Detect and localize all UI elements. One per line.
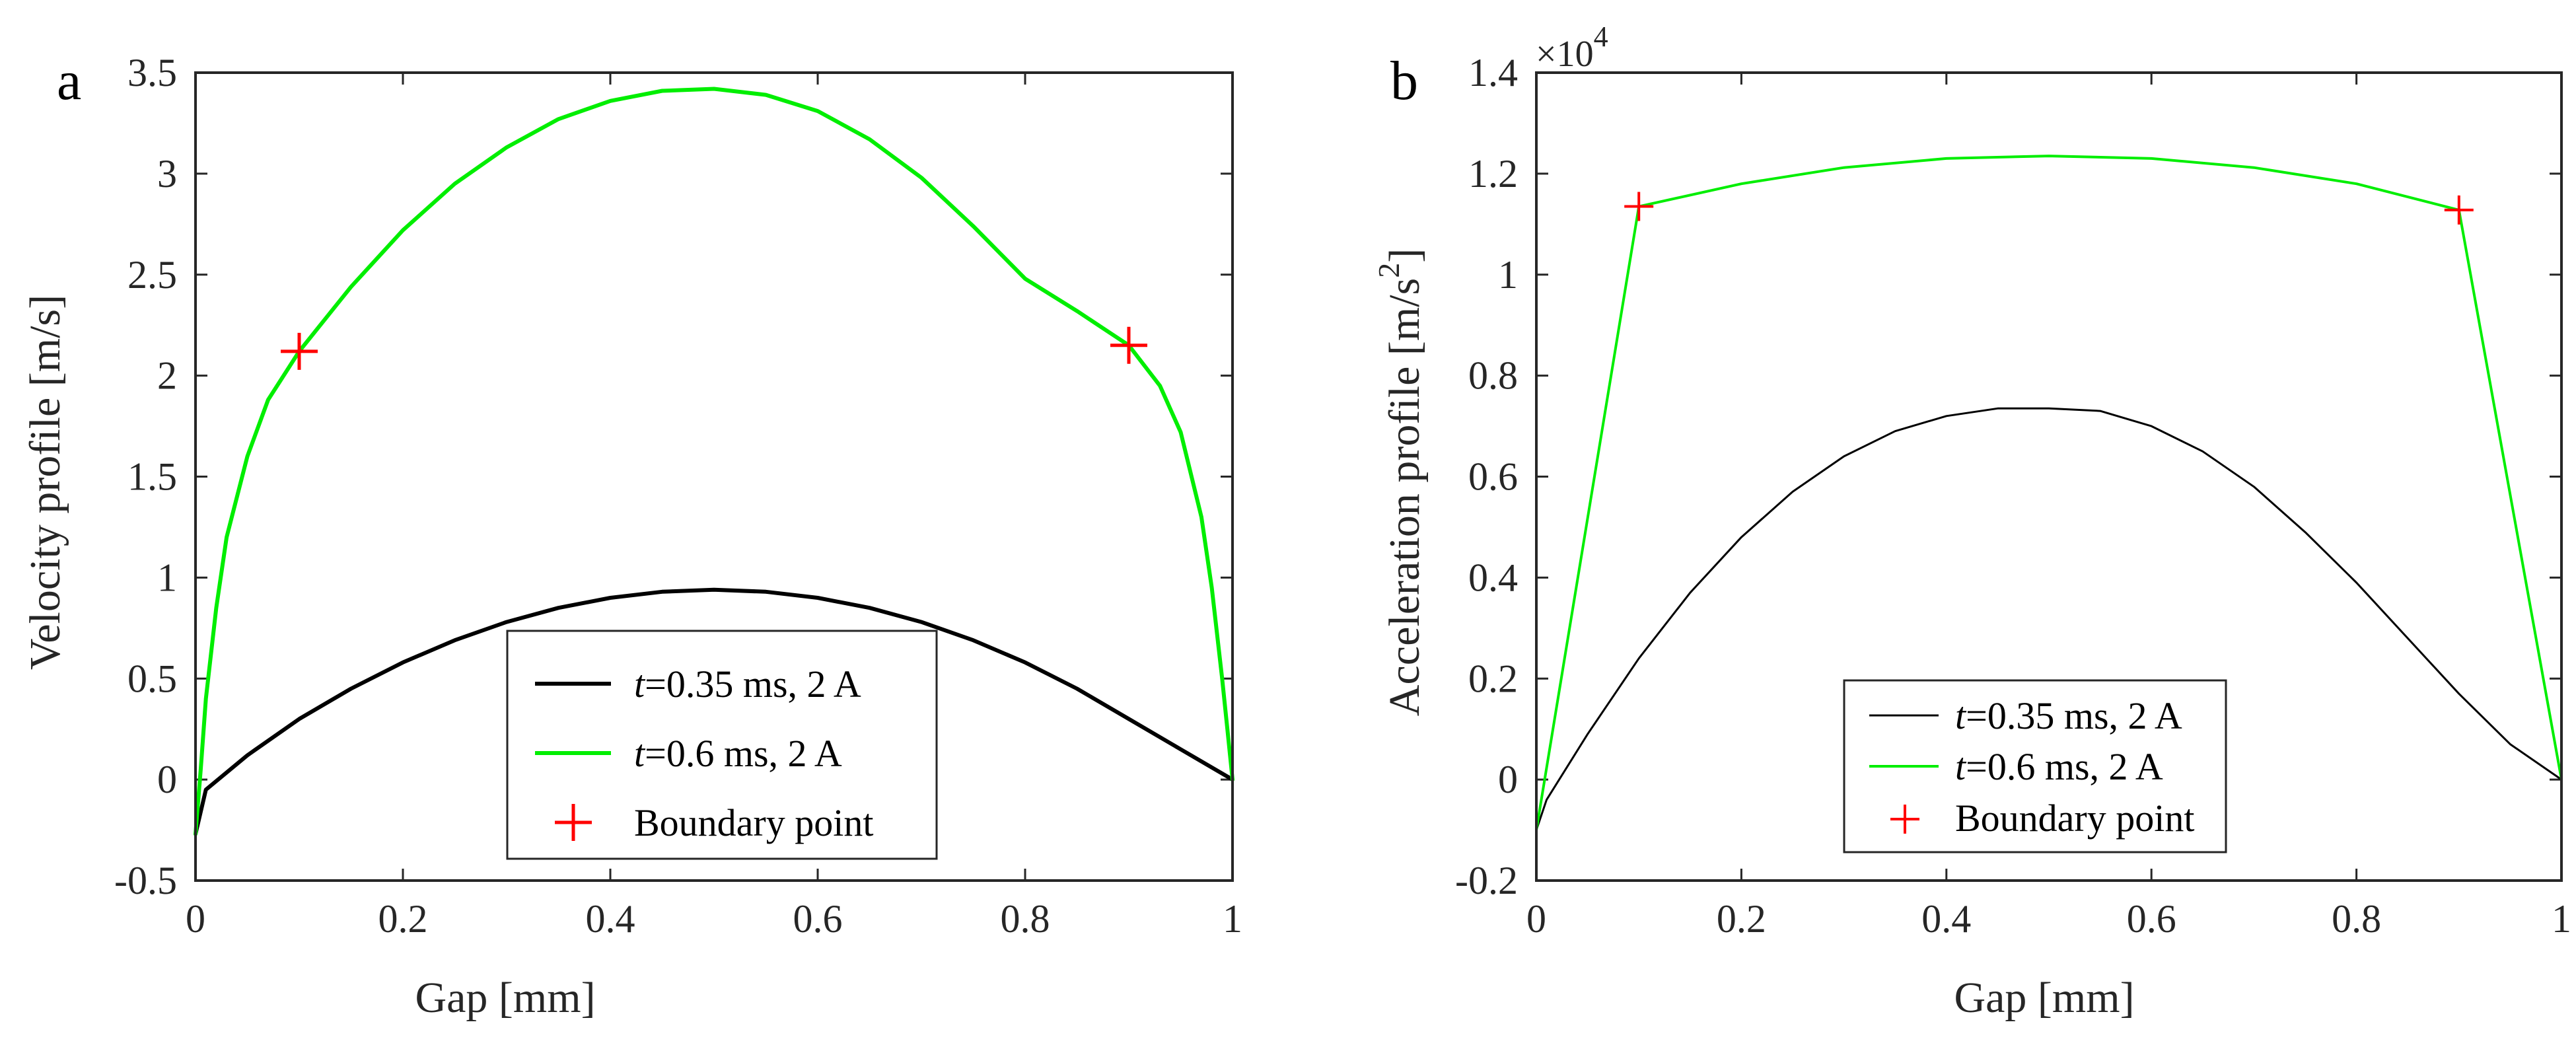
panel-a-y-tick-label: 1.5 xyxy=(127,455,177,499)
panel-a: a -0.500.511.522.533.5 0 0.2 0.4 0.6 0.8 1 Ga… xyxy=(21,50,1242,1022)
panel-b-legend: t=0.35 ms, 2 A t=0.6 ms, 2 A Boundary po… xyxy=(1843,679,2227,853)
panel-b-series-line-black xyxy=(1535,407,2563,832)
panel-a-x-tick-label: 0 xyxy=(186,897,205,941)
panel-a-label: a xyxy=(57,50,81,112)
panel-b-legend-entry-1-rest: =0.35 ms, 2 A xyxy=(1966,694,2182,737)
panel-a-x-tick-label: 0.4 xyxy=(586,897,635,941)
panel-b-x-axis-label: Gap [mm] xyxy=(1954,974,2134,1022)
panel-a-legend: t=0.35 ms, 2 A t=0.6 ms, 2 A Boundary po… xyxy=(506,630,938,860)
panel-a-y-tick-label: 2 xyxy=(157,354,177,398)
panel-b-y-tick-label: 1 xyxy=(1498,253,1518,297)
panel-b-axis-exponent: ×104 xyxy=(1536,20,1608,75)
panel-a-x-tick-label: 1 xyxy=(1223,897,1242,941)
panel-b: b ×104 -0.200.20.40.60.811.21.4 0 0.2 0.4 0… xyxy=(1372,20,2571,1022)
panel-a-y-tick-label: 3 xyxy=(157,152,177,196)
panel-a-y-tick-label: 3.5 xyxy=(127,51,177,94)
panel-b-y-tick-label: 0 xyxy=(1498,758,1518,801)
panel-b-legend-entry-1-italic: t xyxy=(1955,694,1967,737)
panel-b-x-tick-label: 1 xyxy=(2552,897,2571,941)
panel-b-y-tick-label: -0.2 xyxy=(1455,859,1518,902)
panel-b-series xyxy=(1535,155,2563,832)
panel-b-x-axis: 0 0.2 0.4 0.6 0.8 1 xyxy=(1526,73,2571,941)
panel-a-series-line-black xyxy=(194,587,1234,836)
panel-a-x-axis: 0 0.2 0.4 0.6 0.8 1 xyxy=(186,73,1242,941)
panel-a-plot-frame xyxy=(194,71,1234,882)
panel-b-x-tick-label: 0.4 xyxy=(1921,897,1971,941)
panel-a-legend-entry-2: t=0.6 ms, 2 A xyxy=(634,732,842,775)
panel-b-legend-entry-3: Boundary point xyxy=(1955,797,2194,840)
panel-a-y-tick-label: -0.5 xyxy=(114,859,177,902)
panel-b-y-tick-label: 1.2 xyxy=(1468,152,1518,196)
panel-a-x-tick-label: 0.6 xyxy=(793,897,843,941)
panel-b-y-axis: -0.2 0 0.2 0.4 0.6 0.8 1 1.2 1.4 xyxy=(1455,51,2561,902)
panel-a-series xyxy=(194,87,1234,836)
panel-b-legend-entry-2: t=0.6 ms, 2 A xyxy=(1955,745,2163,788)
panel-b-y-axis-label-sup: 2 xyxy=(1372,263,1406,278)
panel-a-markers xyxy=(281,326,1147,370)
panel-b-exponent-power: 4 xyxy=(1594,20,1608,53)
panel-a-legend-entry-1-italic: t xyxy=(634,663,646,705)
panel-a-y-tick-label: 1 xyxy=(157,556,177,599)
panel-b-y-tick-label: 0.6 xyxy=(1468,455,1518,499)
panel-b-legend-entry-1: t=0.35 ms, 2 A xyxy=(1955,694,2182,737)
panel-b-y-axis-label-main: Acceleration profile [m/s xyxy=(1380,278,1429,716)
panel-b-x-tick-label: 0 xyxy=(1526,897,1546,941)
panel-a-legend-swatch-marker xyxy=(555,804,592,841)
panel-b-boundary-marker xyxy=(2444,195,2474,225)
panel-b-legend-entry-2-rest: =0.6 ms, 2 A xyxy=(1966,745,2163,788)
panel-a-y-tick-label: 0.5 xyxy=(127,657,177,700)
panel-b-x-tick-label: 0.2 xyxy=(1717,897,1766,941)
panel-b-y-tick-label: 1.4 xyxy=(1468,51,1518,94)
panel-a-boundary-marker xyxy=(1110,326,1147,364)
panel-a-legend-entry-2-rest: =0.6 ms, 2 A xyxy=(645,732,842,775)
panel-a-boundary-marker xyxy=(281,332,318,370)
panel-b-y-tick-label: 0.8 xyxy=(1468,354,1518,398)
panel-b-y-tick-label: 0.4 xyxy=(1468,556,1518,599)
panel-a-series-line-green xyxy=(194,87,1234,836)
panel-a-x-tick-label: 0.2 xyxy=(378,897,428,941)
panel-a-legend-entry-3: Boundary point xyxy=(634,801,873,844)
panel-a-legend-entry-2-italic: t xyxy=(634,732,646,775)
panel-a-x-tick-label: 0.8 xyxy=(1001,897,1050,941)
panel-b-series-line-green xyxy=(1535,155,2563,832)
panel-b-label: b xyxy=(1390,50,1418,112)
panel-a-y-tick-label: 0 xyxy=(157,758,177,801)
panel-a-x-axis-label: Gap [mm] xyxy=(415,974,595,1022)
panel-a-y-tick-label: 2.5 xyxy=(127,253,177,297)
panel-b-y-axis-label: Acceleration profile [m/s2] xyxy=(1372,248,1429,716)
panel-b-markers xyxy=(1624,192,2474,225)
panel-b-boundary-marker xyxy=(1624,192,1654,221)
panel-a-y-axis-label: Velocity profile [m/s] xyxy=(21,295,69,670)
panel-a-y-axis: -0.5 0 0.5 1 1.5 2 2.5 3 3.5 xyxy=(114,51,1233,902)
panel-a-legend-entry-1-rest: =0.35 ms, 2 A xyxy=(645,663,861,705)
panel-a-legend-entry-1: t=0.35 ms, 2 A xyxy=(634,663,861,705)
panel-b-legend-entry-2-italic: t xyxy=(1955,745,1967,788)
panel-b-plot-frame xyxy=(1535,71,2563,882)
panel-b-x-tick-label: 0.8 xyxy=(2332,897,2381,941)
panel-b-exponent-base: ×10 xyxy=(1536,34,1594,75)
panel-b-x-tick-label: 0.6 xyxy=(2127,897,2176,941)
panel-b-y-axis-label-end: ] xyxy=(1380,248,1429,263)
panel-b-y-tick-label: 0.2 xyxy=(1468,657,1518,700)
panel-b-legend-swatch-marker xyxy=(1890,805,1919,834)
